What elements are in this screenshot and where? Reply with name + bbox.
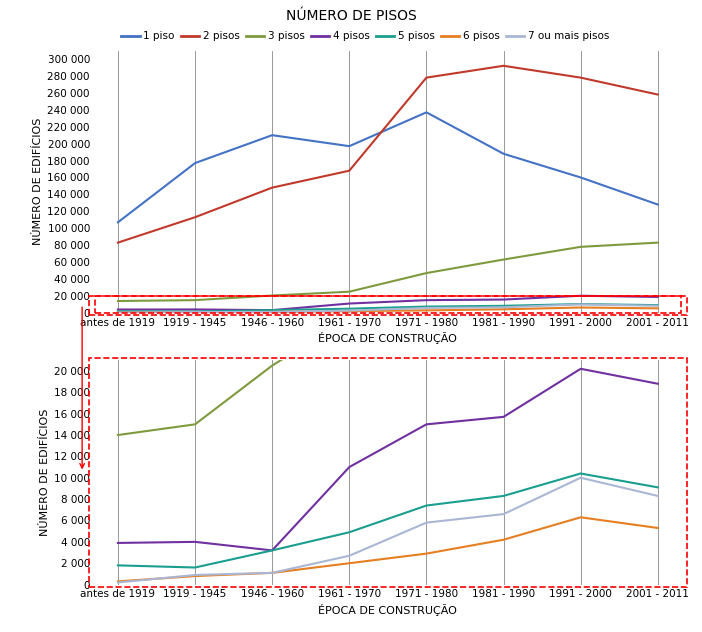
- Legend: 1 piso, 2 pisos, 3 pisos, 4 pisos, 5 pisos, 6 pisos, 7 ou mais pisos: 1 piso, 2 pisos, 3 pisos, 4 pisos, 5 pis…: [117, 27, 613, 46]
- Y-axis label: NÚMERO DE EDIFÍCIOS: NÚMERO DE EDIFÍCIOS: [33, 118, 44, 245]
- Text: NÚMERO DE PISOS: NÚMERO DE PISOS: [286, 9, 416, 23]
- Y-axis label: NÚMERO DE EDIFÍCIOS: NÚMERO DE EDIFÍCIOS: [40, 409, 50, 536]
- Bar: [95, 296, 681, 313]
- X-axis label: ÉPOCA DE CONSTRUÇÃO: ÉPOCA DE CONSTRUÇÃO: [319, 332, 457, 344]
- X-axis label: ÉPOCA DE CONSTRUÇÃO: ÉPOCA DE CONSTRUÇÃO: [319, 604, 457, 616]
